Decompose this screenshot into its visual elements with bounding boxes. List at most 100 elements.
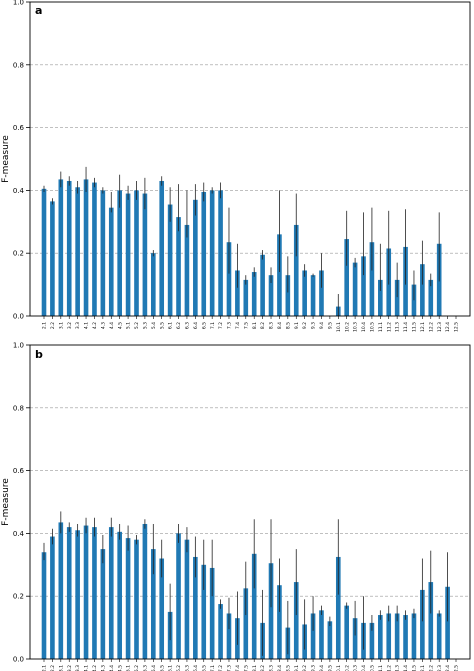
bar: [386, 613, 392, 659]
x-tick-label: 6.4: [193, 322, 199, 329]
x-tick-label: 7.3: [227, 322, 233, 329]
x-tick-label: 11.3: [395, 322, 401, 332]
x-tick-label: 10.5: [370, 665, 376, 671]
plot-frame: [29, 1, 471, 317]
bar: [167, 204, 173, 316]
bar: [268, 563, 274, 659]
bar: [184, 539, 190, 659]
x-tick-label: 9.4: [319, 322, 325, 329]
x-tick-label: 2.1: [42, 322, 48, 329]
bar: [445, 586, 450, 659]
x-tick-label: 9.1: [294, 322, 300, 329]
y-axis-label: F-measure: [1, 478, 11, 526]
bar: [50, 536, 55, 659]
x-tick-label: 11.5: [412, 322, 418, 332]
x-tick-label: 8.3: [269, 322, 275, 329]
bar: [66, 527, 72, 659]
x-tick-label: 10.5: [370, 322, 376, 332]
bar: [117, 190, 122, 316]
x-tick-label: 3.3: [75, 322, 81, 329]
x-tick-label: 2.2: [50, 665, 56, 671]
x-tick-label: 12.5: [454, 665, 460, 671]
bar: [378, 615, 383, 659]
x-tick-label: 7.3: [227, 665, 233, 671]
bar: [58, 179, 64, 316]
bar: [100, 549, 106, 659]
y-axis-label: F-measure: [1, 135, 11, 183]
bar: [201, 191, 207, 316]
x-tick-label: 8.5: [285, 322, 291, 329]
y-tick-label: 0.6: [13, 124, 25, 132]
x-tick-label: 8.1: [252, 322, 258, 329]
bar: [176, 533, 181, 659]
x-tick-label: 5.2: [134, 322, 140, 329]
x-tick-label: 6.2: [176, 665, 182, 671]
bar: [75, 530, 80, 659]
x-tick-label: 11.2: [386, 665, 392, 671]
y-tick-label: 1.0: [13, 0, 24, 7]
bar: [226, 613, 232, 659]
x-tick-label: 6.3: [185, 322, 191, 329]
bar: [420, 589, 425, 659]
x-tick-label: 6.3: [185, 665, 191, 671]
x-tick-label: 10.4: [361, 665, 367, 671]
y-tick-label: 0.4: [13, 530, 25, 538]
bar: [83, 525, 89, 659]
y-tick-label: 0.2: [13, 250, 24, 258]
bar: [125, 538, 131, 659]
bar: [184, 224, 190, 316]
bar: [92, 527, 97, 659]
bar: [260, 254, 265, 316]
bar: [251, 553, 257, 659]
bar: [142, 523, 148, 659]
bar: [66, 180, 72, 316]
bar: [327, 621, 333, 659]
x-tick-label: 8.1: [252, 665, 258, 671]
bar: [142, 193, 148, 316]
x-tick-label: 4.1: [84, 322, 90, 329]
bar: [125, 193, 131, 316]
x-tick-label: 4.3: [100, 665, 106, 671]
x-tick-label: 8.5: [285, 665, 291, 671]
bar: [277, 585, 282, 659]
bar: [285, 275, 291, 316]
x-tick-label: 10.3: [353, 322, 359, 332]
x-tick-label: 6.5: [201, 665, 207, 671]
x-tick-label: 4.4: [109, 322, 115, 329]
x-tick-label: 8.3: [269, 665, 275, 671]
bar: [117, 531, 122, 659]
bar: [159, 180, 165, 316]
bar: [243, 279, 249, 316]
x-tick-label: 5.3: [142, 322, 148, 329]
bar: [310, 613, 316, 659]
x-tick-label: 8.2: [260, 322, 266, 329]
bar: [209, 567, 215, 659]
bar: [209, 190, 215, 316]
x-tick-label: 4.4: [109, 665, 115, 671]
panel-label: b: [35, 348, 43, 361]
x-tick-label: 12.3: [437, 665, 443, 671]
bar: [58, 522, 64, 659]
x-tick-label: 11.2: [386, 322, 392, 332]
x-tick-label: 9.2: [302, 322, 308, 329]
x-tick-label: 9.1: [294, 665, 300, 671]
bar: [394, 279, 400, 316]
y-tick-label: 0.2: [13, 593, 24, 601]
bar: [251, 272, 257, 316]
bar: [277, 234, 282, 316]
x-tick-label: 11.5: [412, 665, 418, 671]
x-tick-label: 4.3: [100, 322, 106, 329]
x-tick-label: 2.2: [50, 322, 56, 329]
x-tick-label: 5.2: [134, 665, 140, 671]
x-tick-label: 3.1: [58, 322, 64, 329]
x-tick-label: 10.2: [344, 665, 350, 671]
bar: [302, 270, 307, 316]
x-tick-label: 4.5: [117, 665, 123, 671]
x-tick-label: 9.5: [327, 665, 333, 671]
x-tick-label: 9.5: [327, 322, 333, 329]
x-tick-label: 7.1: [210, 322, 216, 329]
x-tick-label: 11.1: [378, 322, 384, 332]
x-tick-label: 7.4: [235, 665, 241, 671]
x-tick-label: 8.4: [277, 665, 283, 671]
y-tick-label: 1.0: [13, 342, 24, 350]
